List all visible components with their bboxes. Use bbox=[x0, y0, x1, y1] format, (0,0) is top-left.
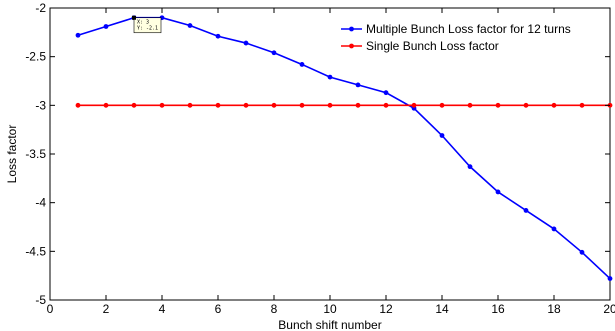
x-tick-label: 14 bbox=[435, 302, 449, 316]
data-point bbox=[411, 102, 417, 108]
x-axis-label: Bunch shift number bbox=[278, 318, 381, 331]
data-tip-x: X: 3 bbox=[137, 20, 149, 26]
data-point bbox=[75, 102, 81, 108]
x-tick-label: 6 bbox=[215, 302, 222, 316]
x-tick-label: 0 bbox=[47, 302, 54, 316]
data-point bbox=[355, 102, 361, 108]
data-point bbox=[551, 102, 557, 108]
data-point bbox=[327, 74, 333, 80]
y-tick-label: -3 bbox=[35, 98, 46, 112]
data-point bbox=[439, 102, 445, 108]
x-tick-label: 8 bbox=[271, 302, 278, 316]
data-point bbox=[103, 24, 109, 29]
data-point bbox=[299, 102, 305, 108]
x-tick-label: 4 bbox=[159, 302, 166, 316]
data-point bbox=[271, 50, 277, 56]
data-point bbox=[187, 23, 193, 28]
data-point bbox=[355, 82, 361, 88]
y-tick-label: -4 bbox=[35, 196, 46, 210]
plot-frame bbox=[49, 7, 611, 301]
x-tick-label: 20 bbox=[603, 302, 615, 316]
x-tick-label: 2 bbox=[103, 302, 110, 316]
data-point bbox=[243, 102, 249, 108]
data-point bbox=[215, 102, 221, 108]
data-point bbox=[187, 102, 193, 108]
data-point bbox=[523, 102, 529, 108]
data-point bbox=[579, 249, 585, 255]
data-point bbox=[551, 226, 557, 232]
legend-item-multiple-bunch: Multiple Bunch Loss factor for 12 turns bbox=[341, 22, 571, 36]
data-point bbox=[159, 102, 165, 108]
plot-area bbox=[49, 7, 611, 301]
data-point bbox=[383, 90, 389, 96]
data-point bbox=[75, 32, 81, 38]
y-axis-label: Loss factor bbox=[5, 125, 19, 184]
legend-item-single-bunch: Single Bunch Loss factor bbox=[341, 39, 499, 53]
data-point bbox=[467, 102, 473, 108]
data-point bbox=[383, 102, 389, 108]
data-tip-anchor bbox=[132, 15, 136, 20]
data-tip-box bbox=[133, 17, 162, 34]
legend-label: Single Bunch Loss factor bbox=[366, 39, 499, 53]
data-point bbox=[523, 208, 529, 213]
data-point bbox=[495, 102, 501, 108]
y-tick-label: -4.5 bbox=[25, 244, 46, 258]
data-point bbox=[327, 102, 333, 108]
tick-labels: 0 2 4 6 8 10 12 14 16 18 20 -5 -4.5 -4 -3.5 -3 -2.5 -2 bbox=[25, 1, 615, 316]
data-point bbox=[131, 102, 137, 108]
series-layer bbox=[75, 15, 613, 281]
legend: Multiple Bunch Loss factor for 12 turns … bbox=[341, 22, 571, 53]
y-tick-label: -2.5 bbox=[25, 50, 46, 64]
data-tip-y: Y: -2.1 bbox=[137, 26, 158, 32]
data-point bbox=[299, 62, 305, 67]
data-point bbox=[579, 102, 585, 108]
data-point bbox=[215, 33, 221, 39]
data-point bbox=[243, 40, 249, 46]
series-line-0 bbox=[77, 16, 611, 280]
y-tick-label: -2 bbox=[35, 1, 46, 15]
data-point bbox=[495, 189, 501, 195]
y-tick-label: -3.5 bbox=[25, 147, 46, 161]
legend-swatch-marker bbox=[349, 26, 354, 32]
axes bbox=[49, 7, 611, 301]
data-point bbox=[439, 133, 445, 138]
data-point bbox=[103, 102, 109, 108]
data-point bbox=[607, 276, 613, 281]
legend-swatch-marker bbox=[349, 43, 354, 49]
data-point bbox=[467, 164, 473, 170]
x-tick-label: 16 bbox=[491, 302, 505, 316]
x-tick-label: 18 bbox=[547, 302, 561, 316]
y-tick-label: -5 bbox=[35, 293, 46, 307]
data-point bbox=[271, 102, 277, 108]
data-tip: X: 3 Y: -2.1 bbox=[132, 15, 162, 34]
legend-label: Multiple Bunch Loss factor for 12 turns bbox=[366, 22, 571, 36]
x-tick-label: 10 bbox=[323, 302, 337, 316]
x-tick-label: 12 bbox=[379, 302, 393, 316]
